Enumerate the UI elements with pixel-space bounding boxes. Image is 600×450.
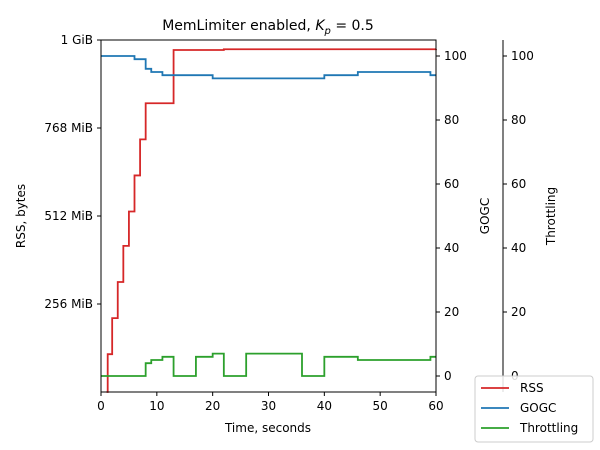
rss-tick-label: 1 GiB [61, 33, 93, 47]
series-line-rss [106, 48, 437, 393]
series-layer [101, 48, 437, 393]
gogc-tick-label: 0 [444, 369, 452, 383]
legend-label-throttling: Throttling [519, 421, 578, 435]
chart-title: MemLimiter enabled, Kp = 0.5 [162, 18, 374, 37]
x-tick-label: 40 [317, 399, 332, 413]
gogc-tick-label: 20 [444, 305, 459, 319]
x-tick-label: 0 [97, 399, 105, 413]
rss-tick-label: 256 MiB [44, 297, 93, 311]
gogc-tick-label: 100 [444, 49, 467, 63]
x-tick-label: 60 [428, 399, 443, 413]
gogc-tick-label: 60 [444, 177, 459, 191]
throttling-tick-label: 20 [511, 305, 526, 319]
rss-tick-label: 512 MiB [44, 209, 93, 223]
rss-axis-title: RSS, bytes [14, 184, 28, 248]
gogc-axis: 0 20 40 60 80 100 [436, 49, 467, 383]
gogc-tick-label: 40 [444, 241, 459, 255]
x-tick-label: 10 [149, 399, 164, 413]
throttling-tick-label: 40 [511, 241, 526, 255]
rss-axis: 256 MiB 512 MiB 768 MiB 1 GiB [44, 33, 101, 311]
plot-frame [100, 39, 437, 393]
x-axis: 0 10 20 30 40 50 60 [97, 392, 444, 413]
throttling-tick-label: 60 [511, 177, 526, 191]
x-tick-label: 20 [205, 399, 220, 413]
legend-label-rss: RSS [520, 381, 544, 395]
x-tick-label: 50 [373, 399, 388, 413]
throttling-tick-label: 100 [511, 49, 534, 63]
series-line-gogc [101, 55, 436, 80]
legend-label-gogc: GOGC [520, 401, 556, 415]
legend-box [474, 375, 594, 443]
gogc-axis-title: GOGC [478, 198, 492, 234]
gogc-tick-label: 80 [444, 113, 459, 127]
series-line-throttling [101, 352, 436, 377]
x-axis-title: Time, seconds [224, 421, 311, 435]
throttling-tick-label: 80 [511, 113, 526, 127]
x-tick-label: 30 [261, 399, 276, 413]
legend: RSS GOGC Throttling [474, 375, 594, 443]
throttling-axis-title: Throttling [544, 187, 558, 246]
rss-tick-label: 768 MiB [44, 121, 93, 135]
